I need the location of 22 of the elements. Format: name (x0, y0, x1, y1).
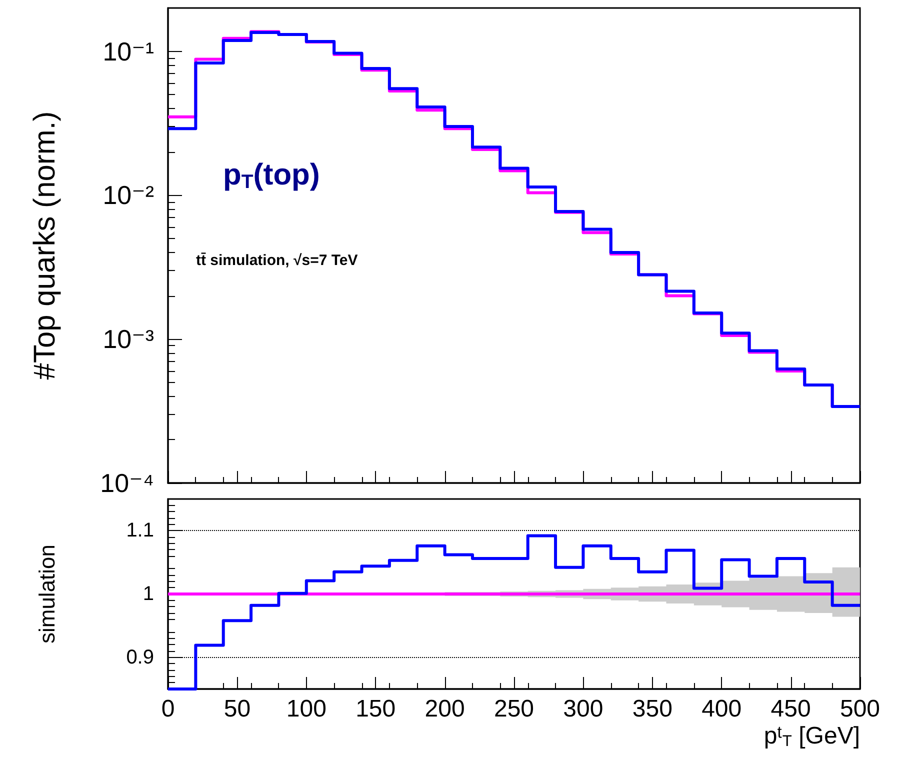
y-tick-label: 10⁻³ (102, 324, 154, 354)
x-tick-label: 250 (494, 696, 534, 722)
x-tick-label: 50 (224, 696, 251, 722)
y-tick-label: 1 (142, 583, 154, 605)
y-axis-title: #Top quarks (norm.) (28, 111, 62, 380)
y-tick-label: 10⁻² (102, 180, 154, 210)
x-tick-label: 0 (161, 696, 175, 722)
x-axis-title: pᵗT [GeV] (764, 722, 860, 750)
y-tick-label: 10⁻¹ (102, 36, 154, 66)
y-tick-label: 0.9 (126, 646, 154, 668)
x-tick-label: 300 (563, 696, 604, 722)
annotation: tt̄ simulation, √s=7 TeV (196, 252, 358, 269)
x-tick-label: 500 (840, 696, 880, 722)
x-tick-label: 200 (424, 696, 465, 722)
y-tick-label: 1.1 (126, 520, 154, 542)
y-axis-title: simulation (34, 544, 60, 644)
x-tick-label: 100 (286, 696, 326, 722)
x-tick-label: 450 (770, 696, 811, 722)
x-tick-label: 400 (702, 696, 742, 722)
x-tick-label: 350 (632, 696, 672, 722)
x-tick-label: 150 (356, 696, 396, 722)
y-tick-label: 10⁻⁴ (100, 468, 154, 498)
